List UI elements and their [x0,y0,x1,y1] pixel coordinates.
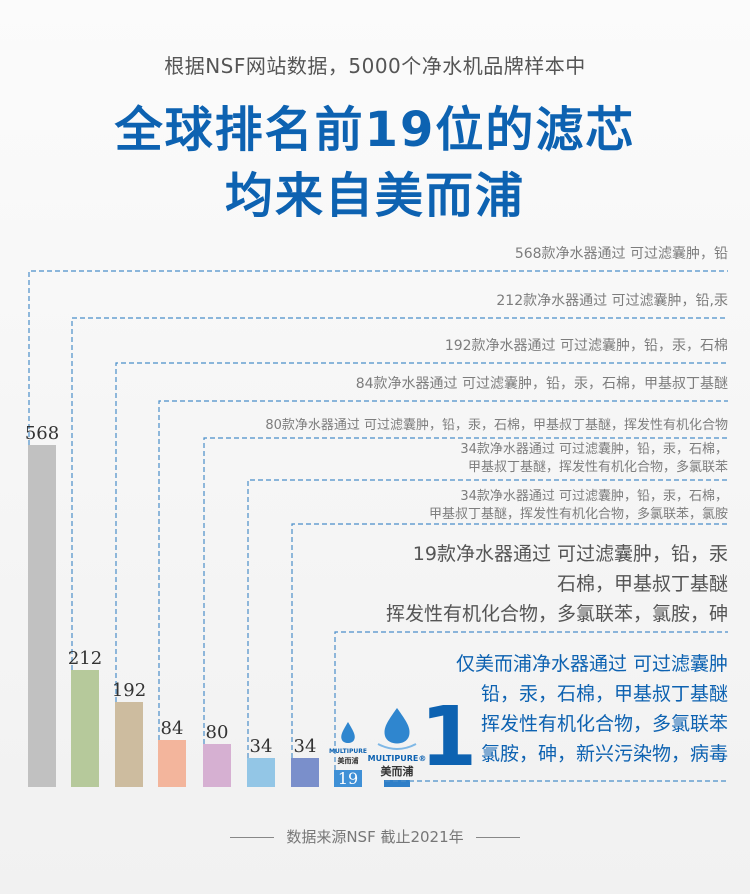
connector-line-1 [28,270,728,445]
annotation-text: 甲基叔丁基醚，挥发性有机化合物，多氯联苯，氯胺 [429,506,728,522]
annotation-text: 568款净水器通过 可过滤囊肿，铅 [515,245,728,262]
bar-value-label: 34 [250,736,273,757]
connector-line-8 [334,631,728,770]
bar-3 [115,702,143,787]
annotation-text: 挥发性有机化合物，多氯联苯，氯胺，砷 [386,603,728,625]
annotation-text: 甲基叔丁基醚，挥发性有机化合物，多氯联苯 [468,459,728,475]
connector-line-3 [115,362,728,702]
annotation-text: 氯胺，砷，新兴污染物，病毒 [481,743,728,765]
connector-line-6 [247,479,728,758]
bar-6 [247,758,275,787]
water-drop-icon [341,722,355,743]
rank-one-label: 1 [420,690,477,785]
bar-9 [384,780,410,787]
bar-4 [158,740,186,787]
annotation-text: 挥发性有机化合物，多氯联苯 [481,713,728,735]
connector-line-4 [158,400,728,740]
logo-text-cn-large: 美而浦 [381,764,414,778]
bar-value-label: 19 [338,769,358,788]
bar-2 [71,670,99,787]
annotation-text: 仅美而浦净水器通过 可过滤囊肿 [456,653,728,675]
bar-8 [334,770,362,787]
bar-value-label: 212 [68,648,102,669]
page-title-line-2: 均来自美而浦 [224,168,525,224]
bar-value-label: 568 [25,423,59,444]
annotation-text: 84款净水器通过 可过滤囊肿，铅，汞，石棉，甲基叔丁基醚 [356,375,728,392]
annotation-text: 34款净水器通过 可过滤囊肿，铅，汞，石棉， [460,441,728,457]
bar-value-label: 80 [206,722,229,743]
subtitle: 根据NSF网站数据，5000个净水机品牌样本中 [164,54,586,78]
footer-source: 数据来源NSF 截止2021年 [286,828,464,846]
footer-dash-right [475,837,520,838]
annotation-text: 石棉，甲基叔丁基醚 [557,573,728,595]
annotation-text: 80款净水器通过 可过滤囊肿，铅，汞，石棉，甲基叔丁基醚，挥发性有机化合物 [265,417,728,433]
bar-value-label: 192 [112,680,146,701]
water-drop-icon-large [384,708,410,744]
footer-dash-left [230,837,275,838]
footer: 数据来源NSF 截止2021年 [0,826,750,847]
page-title-line-1: 全球排名前19位的滤芯 [114,102,636,158]
annotation-text: 34款净水器通过 可过滤囊肿，铅，汞，石棉， [460,488,728,504]
bar-7 [291,758,319,787]
connector-line-5 [203,437,728,744]
annotation-text: 212款净水器通过 可过滤囊肿，铅,汞 [496,292,728,309]
bar-1 [28,445,56,787]
annotation-text: 19款净水器通过 可过滤囊肿，铅，汞 [413,543,728,565]
water-wave-icon [377,743,417,750]
connector-line-7 [291,523,728,758]
annotation-text: 192款净水器通过 可过滤囊肿，铅，汞，石棉 [445,337,728,354]
bar-value-label: 34 [294,736,317,757]
logo-text-en-large: MULTIPURE® [368,754,427,763]
connector-line-2 [71,317,728,670]
bar-5 [203,744,231,787]
bar-value-label: 84 [161,718,184,739]
logo-text-en: MULTIPURE [329,748,367,755]
logo-text-cn: 美而浦 [338,756,359,765]
annotation-text: 铅，汞，石棉，甲基叔丁基醚 [481,683,728,705]
